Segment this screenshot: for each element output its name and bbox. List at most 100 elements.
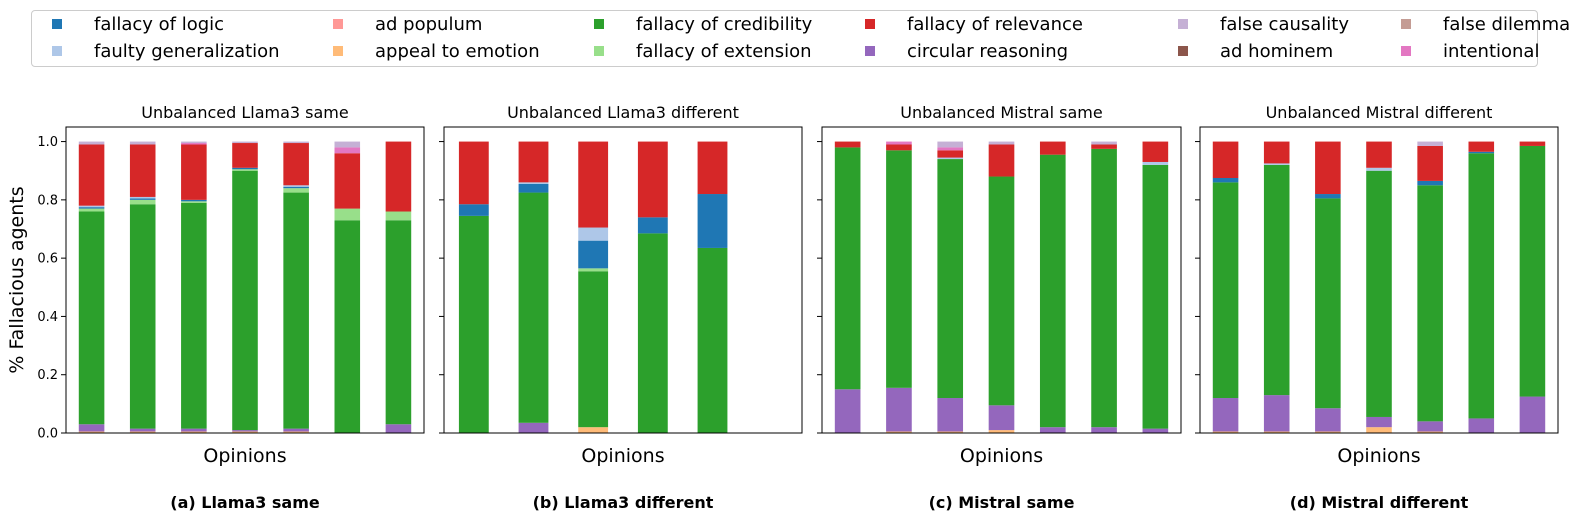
legend-item: false causality (1178, 12, 1349, 36)
bar-segment (334, 153, 361, 209)
y-tick-label: 1.0 (37, 135, 58, 150)
bar-segment (181, 201, 207, 203)
bar-segment (129, 431, 156, 433)
panel-title: Unbalanced Mistral same (900, 103, 1102, 122)
x-axis-label: Opinions (581, 445, 664, 467)
bar-segment (578, 427, 609, 433)
bar-segment (1366, 141, 1392, 168)
legend-item: ad hominem (1178, 39, 1333, 63)
bar-segment (283, 428, 309, 432)
legend-swatch (594, 46, 604, 56)
bar-segment (1142, 141, 1169, 162)
bar-segment (1263, 163, 1290, 165)
bar-segment (1417, 180, 1443, 186)
bar-segment (181, 144, 207, 200)
bar-segment (458, 215, 489, 433)
bar-segment (385, 211, 412, 221)
panel-title: Unbalanced Llama3 same (141, 103, 348, 122)
bar-segment (78, 208, 105, 212)
bar-segment (232, 169, 258, 171)
y-tick-label: 0.4 (37, 310, 58, 325)
legend-swatch (52, 19, 62, 29)
bar-segment (937, 159, 964, 399)
x-axis-label: Opinions (960, 445, 1043, 467)
bar-segment (283, 192, 309, 429)
bar-segment (129, 199, 156, 205)
bar-segment (458, 141, 489, 205)
legend-label: fallacy of credibility (636, 13, 813, 35)
bar-segment (1366, 416, 1392, 428)
bar-segment (283, 141, 309, 144)
plot-frame (65, 126, 425, 434)
legend-swatch (1401, 19, 1411, 29)
bar-segment (1091, 141, 1117, 145)
bar-segment (181, 141, 207, 144)
subfigure-caption: (b) Llama3 different (533, 493, 714, 512)
bar-segment (886, 431, 912, 433)
bar-segment (937, 147, 964, 151)
bar-segment (78, 141, 105, 145)
bar-segment (886, 387, 912, 432)
subfigure-caption: (d) Mistral different (1290, 493, 1469, 512)
bar-segment (1519, 145, 1546, 397)
bar-segment (1212, 431, 1239, 433)
bar-segment (1315, 194, 1341, 199)
bar-segment (578, 271, 609, 428)
legend-item: ad populum (333, 12, 482, 36)
bar-segment (283, 185, 309, 187)
bar-segment (283, 143, 309, 186)
bar-segment (988, 405, 1015, 431)
bar-segment (1417, 145, 1443, 181)
plot-frame (1199, 126, 1559, 434)
bar-segment (181, 428, 207, 432)
bar-segment (334, 208, 361, 221)
bar-segment (232, 431, 258, 433)
bar-segment (458, 204, 489, 216)
bar-segment (937, 157, 964, 160)
legend-swatch (333, 46, 343, 56)
bar-segment (129, 204, 156, 429)
bar-segment (129, 198, 156, 200)
legend-label: false dilemma (1443, 13, 1571, 35)
y-tick-label: 0.2 (37, 368, 58, 383)
bar-segment (1468, 141, 1495, 152)
bar-segment (1519, 396, 1546, 433)
bar-segment (518, 192, 549, 423)
bar-segment (181, 199, 207, 202)
legend-swatch (594, 19, 604, 29)
bar-segment (129, 144, 156, 197)
bar-segment (834, 389, 861, 433)
bar-segment (637, 141, 668, 218)
bar-segment (334, 141, 361, 148)
bar-segment (1039, 154, 1066, 428)
bar-segment (937, 141, 964, 148)
bar-segment (1212, 398, 1239, 432)
legend-label: ad hominem (1220, 40, 1334, 62)
bar-segment (78, 144, 105, 206)
bar-segment (78, 211, 105, 425)
bar-segment (697, 247, 728, 433)
bar-segment (1263, 164, 1290, 396)
y-axis-label: % Fallacious agents (6, 186, 28, 373)
plot-frame (821, 126, 1182, 434)
bar-segment (834, 147, 861, 390)
bar-segment (1519, 141, 1546, 146)
legend-swatch (1178, 19, 1188, 29)
bar-segment (78, 424, 105, 432)
legend-label: fallacy of relevance (907, 13, 1083, 35)
bar-segment (283, 186, 309, 189)
legend-swatch (333, 19, 343, 29)
bar-segment (1039, 141, 1066, 155)
subfigure-caption: (a) Llama3 same (170, 493, 320, 512)
bar-segment (637, 233, 668, 433)
bar-segment (578, 141, 609, 228)
bar-segment (1315, 408, 1341, 432)
legend-swatch (865, 46, 875, 56)
bar-segment (834, 141, 861, 148)
legend-item: fallacy of extension (594, 39, 812, 63)
bar-segment (1315, 198, 1341, 409)
x-axis-label: Opinions (1337, 445, 1420, 467)
bar-segment (1091, 144, 1117, 149)
bar-segment (78, 207, 105, 209)
legend-item: intentional (1401, 39, 1539, 63)
